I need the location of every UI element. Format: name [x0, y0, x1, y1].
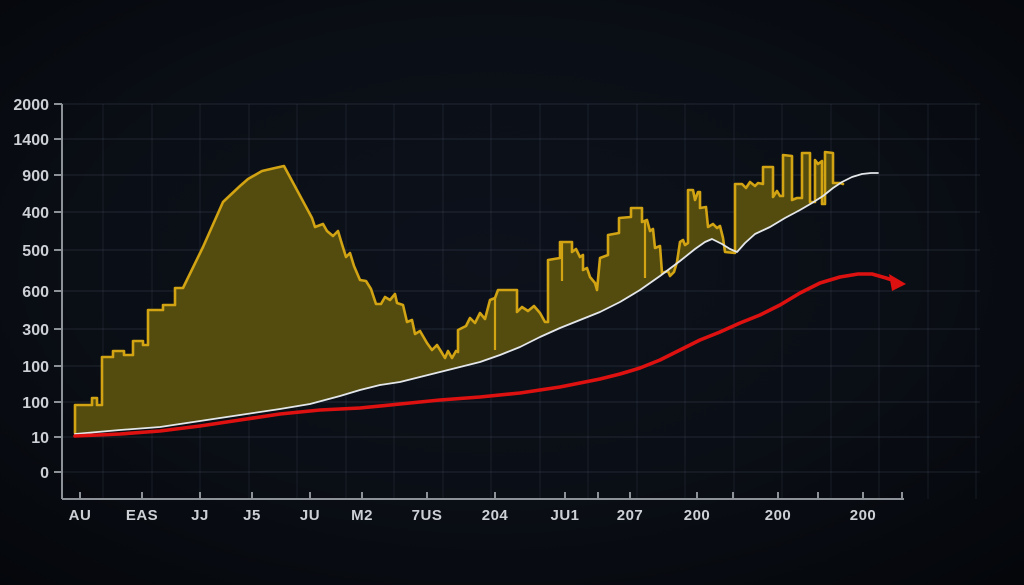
- y-tick-label: 100: [22, 359, 49, 376]
- x-tick-label: JU: [300, 507, 320, 524]
- red-trend-line: [73, 272, 900, 438]
- x-tick-label: JJ: [191, 507, 209, 524]
- y-tick-label: 0: [40, 465, 49, 482]
- y-tick-label: 900: [22, 168, 49, 185]
- gold-wicks: [493, 222, 647, 350]
- x-tick-label: J5: [243, 507, 261, 524]
- x-tick-label: 207: [617, 507, 644, 524]
- y-tick-label: 600: [22, 284, 49, 301]
- x-tick-label: M2: [351, 507, 373, 524]
- x-tick-label: EAS: [126, 507, 158, 524]
- gold-area-fill: [75, 152, 843, 434]
- y-tick-label: 1400: [13, 132, 49, 149]
- gray-baseline-line: [74, 172, 879, 435]
- red-arrowhead-icon: [889, 274, 906, 291]
- x-tick-label: 200: [850, 507, 877, 524]
- x-tick-label: 200: [684, 507, 711, 524]
- y-tick-label: 10: [31, 430, 49, 447]
- y-tick-label: 100: [22, 395, 49, 412]
- y-tick-label: 300: [22, 322, 49, 339]
- x-tick-label: 204: [482, 507, 509, 524]
- gold-jagged-line: [73, 150, 845, 435]
- y-tick-label: 500: [22, 243, 49, 260]
- x-tick-label: 7US: [412, 507, 443, 524]
- y-tick-label: 2000: [13, 97, 49, 114]
- y-tick-label: 400: [22, 205, 49, 222]
- x-tick-label: AU: [69, 507, 92, 524]
- x-tick-label: JU1: [550, 507, 579, 524]
- x-tick-label: 200: [765, 507, 792, 524]
